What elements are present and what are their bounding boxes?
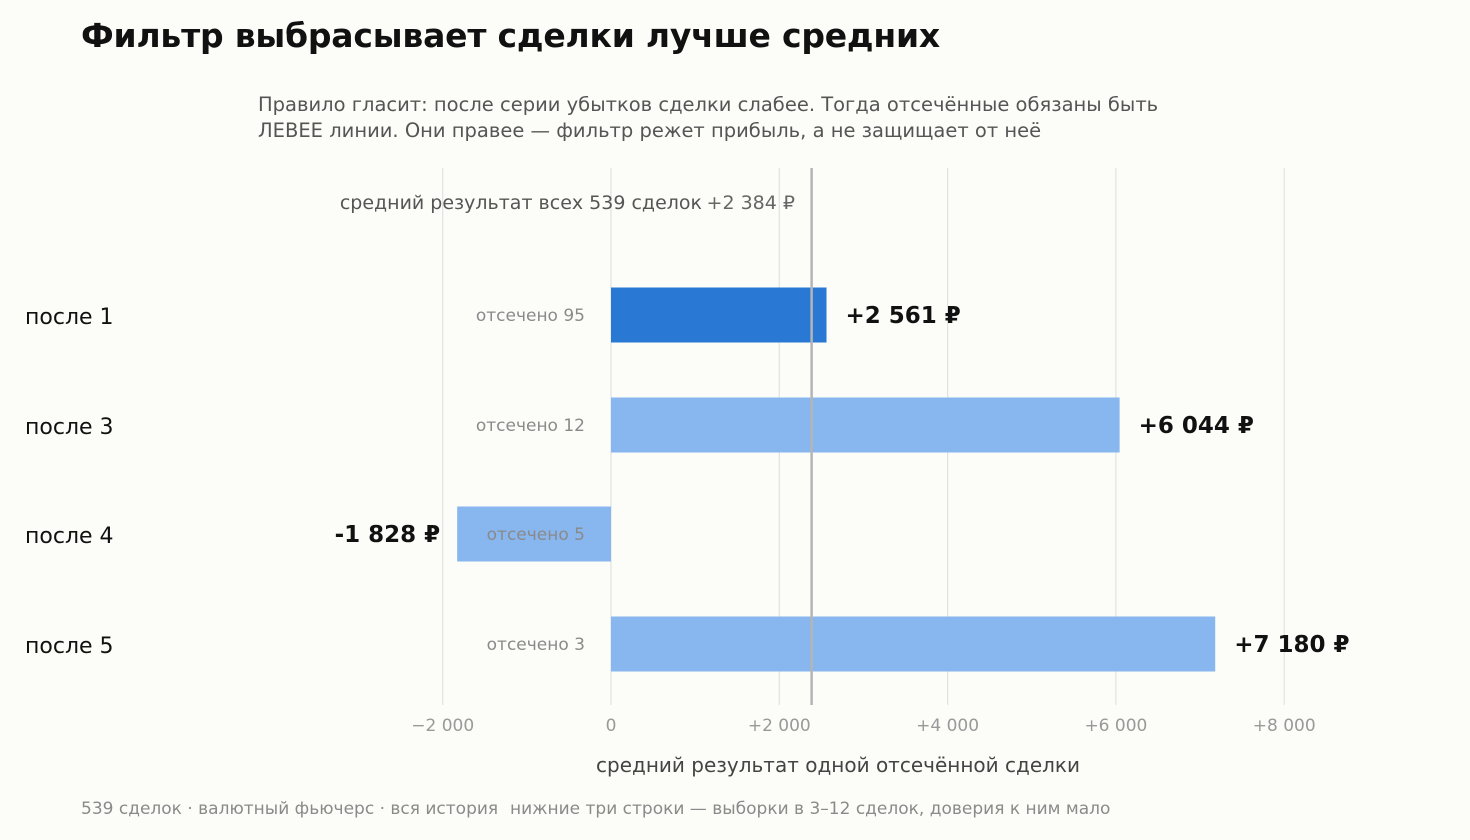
x-tick-label: +6 000 (1084, 716, 1147, 736)
x-tick-label: +2 000 (748, 716, 811, 736)
subtitle-line-2: ЛЕВЕЕ линии. Они правее — фильтр режет п… (258, 119, 1042, 142)
footer-note-right: нижние три строки — выборки в 3–12 сдело… (510, 799, 1111, 819)
bar-chart: −2 000 0 +2 000 +4 000 +6 000 +8 000 средний р… (25, 168, 1350, 777)
value-label: +7 180 ₽ (1234, 632, 1349, 658)
category-label: после 4 (25, 524, 114, 549)
x-tick-label: −2 000 (411, 716, 474, 736)
value-label: -1 828 ₽ (335, 522, 441, 548)
bar (611, 397, 1120, 453)
cut-count-label: отсечено 3 (487, 635, 585, 655)
bar (611, 287, 827, 343)
x-tick-label: +4 000 (916, 716, 979, 736)
value-label: +6 044 ₽ (1139, 413, 1254, 439)
x-axis-title: средний результат одной отсечённой сделк… (596, 753, 1080, 777)
category-label: после 5 (25, 634, 114, 659)
reference-value-label: +2 384 ₽ (707, 192, 795, 214)
footer-note-left: 539 сделок · валютный фьючерс · вся исто… (81, 799, 499, 819)
cut-count-label: отсечено 95 (476, 306, 585, 326)
subtitle-line-1: Правило гласит: после серии убытков сдел… (258, 93, 1159, 116)
x-tick-label: +8 000 (1253, 716, 1316, 736)
bar (457, 506, 611, 562)
category-label: после 3 (25, 415, 114, 440)
value-label: +2 561 ₽ (846, 303, 961, 329)
category-label: после 1 (25, 305, 114, 330)
x-tick-label: 0 (606, 716, 617, 736)
chart-subtitle: Правило гласит: после серии убытков сдел… (258, 92, 1218, 144)
cut-count-label: отсечено 5 (487, 525, 585, 545)
cut-count-label: отсечено 12 (476, 416, 585, 436)
bar (611, 616, 1216, 672)
reference-label: средний результат всех 539 сделок (340, 192, 702, 214)
chart-title: Фильтр выбрасывает сделки лучше средних (81, 16, 940, 55)
